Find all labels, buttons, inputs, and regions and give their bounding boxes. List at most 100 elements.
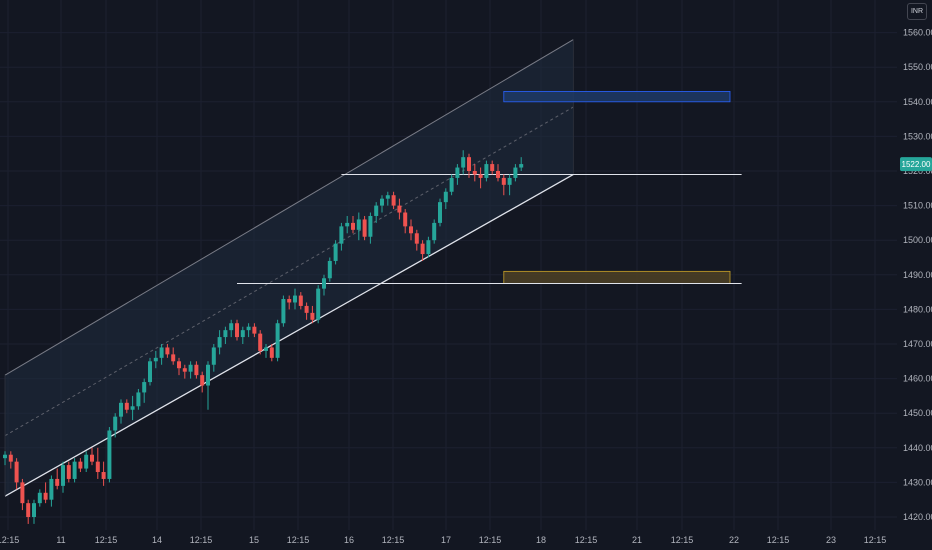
time-tick-label: 22 xyxy=(729,535,739,545)
candle-up xyxy=(217,337,222,348)
candle-down xyxy=(101,472,106,479)
candle-up xyxy=(368,215,373,237)
candle-down xyxy=(298,295,303,306)
candle-down xyxy=(287,299,292,303)
candle-up xyxy=(130,406,135,410)
candle-down xyxy=(177,361,181,369)
price-zones[interactable] xyxy=(503,91,731,284)
price-tick-label: 1500.00 xyxy=(903,235,932,245)
candle-up xyxy=(229,323,234,331)
candle-up xyxy=(333,243,338,261)
candle-up xyxy=(3,454,7,459)
last-price-label: 1522.00 xyxy=(900,157,932,172)
price-tick-label: 1470.00 xyxy=(903,339,932,349)
candle-down xyxy=(78,461,83,469)
support-zone xyxy=(503,270,731,284)
candle-up xyxy=(426,240,431,255)
candle-down xyxy=(14,461,19,483)
candle-down xyxy=(8,454,13,462)
candle-down xyxy=(397,205,402,213)
candle-up xyxy=(356,219,361,230)
candle-down xyxy=(66,465,71,479)
price-axis[interactable]: 1560.001550.001540.001530.001520.001510.… xyxy=(903,28,932,522)
horizontal-levels[interactable] xyxy=(237,173,742,284)
time-tick-label: 11 xyxy=(56,535,65,545)
candle-up xyxy=(461,157,466,168)
candle-up xyxy=(246,326,251,331)
candle-down xyxy=(391,195,396,206)
time-tick-label: 14 xyxy=(152,535,162,545)
candle-up xyxy=(49,478,54,500)
last-price-text: 1522.00 xyxy=(902,160,931,169)
candle-up xyxy=(37,492,42,504)
candle-down xyxy=(258,333,263,351)
time-tick-label: 15 xyxy=(249,535,259,545)
candle-up xyxy=(113,416,118,431)
candle-up xyxy=(264,347,268,351)
price-tick-label: 1460.00 xyxy=(903,374,932,384)
candle-down xyxy=(26,503,31,517)
candle-down xyxy=(467,157,471,171)
parallel-channel[interactable] xyxy=(4,39,574,497)
candle-down xyxy=(420,243,425,255)
price-tick-label: 1540.00 xyxy=(903,97,932,107)
price-tick-label: 1560.00 xyxy=(903,28,932,38)
candle-down xyxy=(403,212,408,227)
time-tick-label: 12:15 xyxy=(287,535,310,545)
candle-down xyxy=(496,171,500,178)
time-tick-label: 12:15 xyxy=(190,535,213,545)
candle-up xyxy=(211,347,216,365)
candle-down xyxy=(252,326,257,334)
candle-down xyxy=(362,219,367,237)
candle-down xyxy=(194,364,199,376)
candle-up xyxy=(327,260,332,279)
candle-down xyxy=(95,461,100,473)
channel-mid-line xyxy=(4,106,574,437)
candle-down xyxy=(171,354,176,362)
candle-down xyxy=(43,492,48,500)
channel-upper-line xyxy=(4,39,574,376)
candle-down xyxy=(351,222,355,230)
time-tick-label: 23 xyxy=(826,535,836,545)
time-tick-label: 12:15 xyxy=(671,535,694,545)
candle-up xyxy=(281,299,286,324)
price-tick-label: 1430.00 xyxy=(903,477,932,487)
time-tick-label: 12:15 xyxy=(767,535,790,545)
candle-up xyxy=(32,503,36,517)
candle-up xyxy=(159,347,164,358)
candle-up xyxy=(148,361,152,383)
candle-down xyxy=(501,177,506,185)
candle-up xyxy=(153,357,158,362)
candle-up xyxy=(484,164,489,178)
price-tick-label: 1440.00 xyxy=(903,443,932,453)
candle-up xyxy=(240,330,245,338)
candle-up xyxy=(188,364,193,372)
time-tick-label: 12:15 xyxy=(575,535,598,545)
last-price-badge xyxy=(900,157,932,172)
time-tick-label: 16 xyxy=(344,535,354,545)
candle-down xyxy=(414,233,419,244)
candle-down xyxy=(490,164,495,171)
candle-down xyxy=(200,375,205,386)
candle-up xyxy=(136,392,141,407)
candle-up xyxy=(275,323,280,358)
candle-up xyxy=(107,430,112,479)
price-tick-label: 1490.00 xyxy=(903,270,932,280)
price-tick-label: 1550.00 xyxy=(903,62,932,72)
price-tick-label: 1510.00 xyxy=(903,201,932,211)
candle-down xyxy=(472,171,477,175)
candle-down xyxy=(55,478,60,486)
candle-up xyxy=(293,295,297,303)
resistance-zone xyxy=(503,91,731,103)
time-axis[interactable]: 12:15 11 12:15 14 12:15 15 12:15 16 12:15 17 12:15… xyxy=(0,535,886,545)
time-tick-label: 12:15 xyxy=(864,535,887,545)
candle-up xyxy=(345,222,350,227)
currency-badge[interactable]: INR xyxy=(907,3,927,20)
candle-down xyxy=(90,454,94,462)
time-tick-label: 12:15 xyxy=(479,535,502,545)
candle-up xyxy=(72,461,77,479)
candle-down xyxy=(182,368,187,372)
candle-up xyxy=(507,177,512,185)
candle-up xyxy=(438,202,442,223)
